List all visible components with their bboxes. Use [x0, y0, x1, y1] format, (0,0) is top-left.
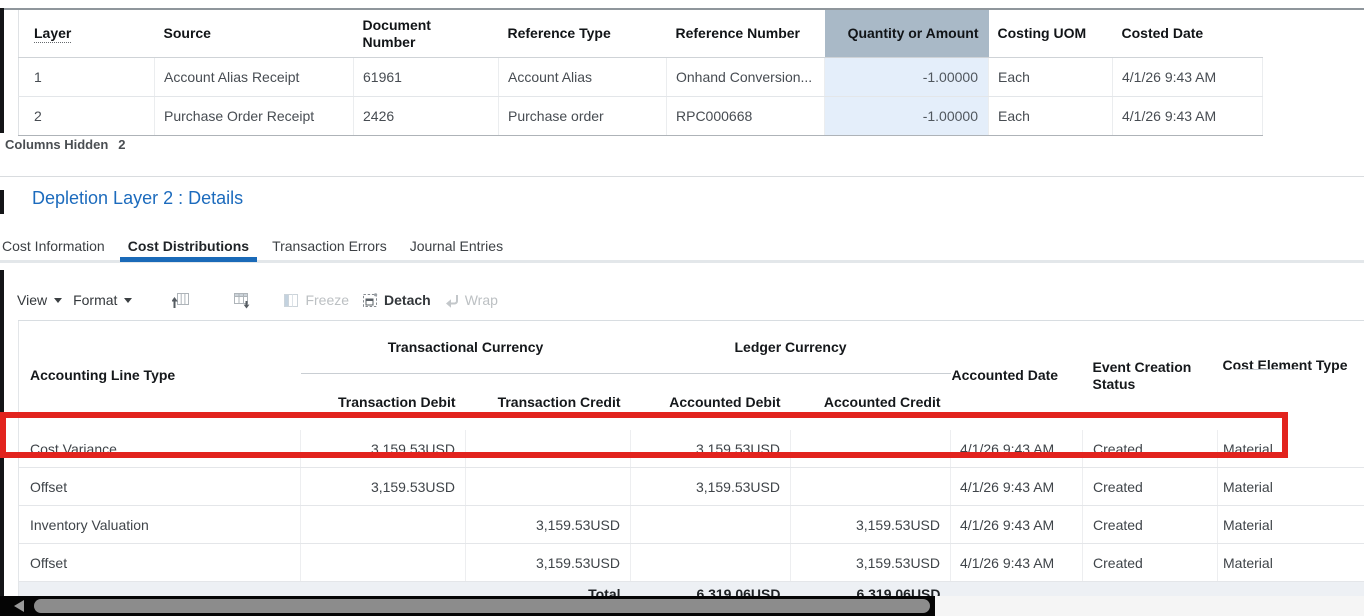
group-header-ledger-currency: Ledger Currency — [630, 320, 951, 374]
column-header-source[interactable]: Source — [154, 10, 354, 58]
move-to-top-button[interactable] — [172, 292, 195, 309]
section-divider — [0, 176, 1364, 177]
table-row[interactable]: 2 Purchase Order Receipt 2426 Purchase o… — [18, 96, 1263, 136]
panel-top-border — [0, 8, 1364, 10]
table-toolbar: View Format — [17, 284, 498, 316]
column-header-layer[interactable]: Layer — [18, 10, 155, 58]
detail-tabs: Cost Information Cost Distributions Tran… — [0, 233, 511, 262]
sub-header-row: Transaction Debit Transaction Credit Acc… — [19, 374, 1364, 431]
column-header-transaction-debit[interactable]: Transaction Debit — [338, 393, 456, 410]
tab-cost-information[interactable]: Cost Information — [2, 238, 105, 254]
column-header-reference-type[interactable]: Reference Type — [498, 10, 667, 58]
scrollbar-track[interactable] — [0, 596, 935, 616]
table-row[interactable]: 1 Account Alias Receipt 61961 Account Al… — [18, 57, 1263, 97]
detach-button[interactable]: Detach — [362, 292, 431, 308]
query-by-example-icon — [233, 292, 251, 309]
move-to-top-icon — [172, 292, 190, 309]
wrap-icon — [443, 293, 460, 308]
tab-cost-distributions[interactable]: Cost Distributions — [119, 233, 258, 262]
format-menu-button[interactable]: Format — [73, 292, 133, 308]
page-title: Depletion Layer 2 : Details — [32, 188, 244, 208]
view-menu-button[interactable]: View — [17, 292, 63, 308]
window-left-edge — [0, 270, 4, 596]
group-header-transactional-currency: Transactional Currency — [300, 320, 631, 374]
tab-transaction-errors[interactable]: Transaction Errors — [272, 238, 387, 254]
column-header-event-creation-status[interactable]: Event Creation Status — [1092, 358, 1192, 392]
chevron-down-icon — [124, 297, 133, 303]
cost-distributions-table: Accounting Line Type Transactional Curre… — [18, 320, 1364, 606]
depletion-layers-table: Layer Source Document Number Reference T… — [18, 10, 1263, 136]
table-row-cost-variance[interactable]: Cost Variance 3,159.53USD 3,159.53USD 4/… — [18, 430, 1364, 468]
column-header-accounting-line-type[interactable]: Accounting Line Type — [30, 367, 176, 384]
column-header-reference-number[interactable]: Reference Number — [666, 10, 825, 58]
column-header-accounted-credit[interactable]: Accounted Credit — [823, 393, 941, 410]
chevron-down-icon — [54, 297, 63, 303]
tab-journal-entries[interactable]: Journal Entries — [409, 238, 504, 254]
columns-hidden-status: Columns Hidden 2 — [5, 137, 126, 152]
query-by-example-button[interactable] — [233, 292, 256, 309]
freeze-icon — [283, 293, 300, 308]
header-border-segment — [1235, 369, 1297, 370]
window-left-edge — [0, 190, 4, 214]
column-header-accounted-debit[interactable]: Accounted Debit — [669, 393, 781, 410]
scrollbar-thumb[interactable] — [34, 599, 930, 613]
wrap-button[interactable]: Wrap — [443, 292, 498, 308]
column-header-accounted-date[interactable]: Accounted Date — [951, 367, 1059, 384]
header-row: Layer Source Document Number Reference T… — [18, 10, 1263, 58]
table-row-offset[interactable]: Offset 3,159.53USD 3,159.53USD 4/1/26 9:… — [18, 467, 1364, 506]
column-header-document-number[interactable]: Document Number — [353, 10, 499, 58]
freeze-button[interactable]: Freeze — [283, 292, 349, 308]
column-header-quantity-or-amount[interactable]: Quantity or Amount — [824, 10, 989, 58]
scroll-left-arrow-icon[interactable] — [14, 600, 24, 612]
column-header-cost-element-type[interactable]: Cost Element Type — [1222, 356, 1348, 373]
window-left-edge — [0, 8, 4, 133]
column-header-costed-date[interactable]: Costed Date — [1112, 10, 1263, 58]
column-header-transaction-credit[interactable]: Transaction Credit — [497, 393, 621, 410]
table-row-inventory-valuation[interactable]: Inventory Valuation 3,159.53USD 3,159.53… — [18, 505, 1364, 544]
detach-icon — [362, 292, 379, 308]
column-header-costing-uom[interactable]: Costing UOM — [988, 10, 1113, 58]
table-row-offset[interactable]: Offset 3,159.53USD 3,159.53USD 4/1/26 9:… — [18, 543, 1364, 582]
group-header-row: Accounting Line Type Transactional Curre… — [19, 320, 1364, 392]
horizontal-scrollbar[interactable] — [0, 596, 1364, 616]
